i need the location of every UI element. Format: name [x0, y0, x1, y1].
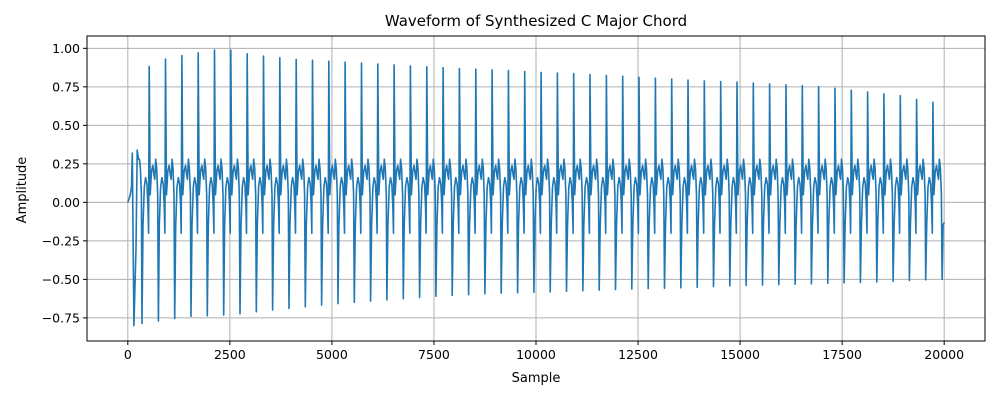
x-tick-label: 12500 [618, 347, 658, 362]
y-tick-label: −0.75 [42, 310, 80, 325]
y-tick-label: 1.00 [52, 41, 80, 56]
x-tick-label: 10000 [516, 347, 556, 362]
x-tick-label: 2500 [214, 347, 246, 362]
y-tick-label: −0.25 [42, 233, 80, 248]
x-tick-label: 0 [124, 347, 132, 362]
x-tick-label: 20000 [924, 347, 964, 362]
y-tick-label: 0.00 [52, 195, 80, 210]
y-tick-label: 0.50 [52, 118, 80, 133]
x-tick-label: 5000 [316, 347, 348, 362]
chart-title: Waveform of Synthesized C Major Chord [385, 12, 687, 30]
y-tick-label: −0.50 [42, 272, 80, 287]
y-axis-ticks: −0.75 −0.50 −0.25 0.00 0.25 0.50 0.75 1.00 [42, 41, 87, 325]
series-group [127, 49, 945, 327]
x-tick-label: 15000 [720, 347, 760, 362]
waveform-line [127, 49, 945, 327]
x-tick-label: 17500 [822, 347, 862, 362]
y-tick-label: 0.25 [52, 156, 80, 171]
x-axis-ticks: 0 2500 5000 7500 10000 12500 15000 17500 20000 [124, 341, 964, 362]
x-tick-label: 7500 [418, 347, 450, 362]
y-axis-label: Amplitude [15, 157, 30, 224]
y-tick-label: 0.75 [52, 79, 80, 94]
x-axis-label: Sample [512, 371, 561, 386]
